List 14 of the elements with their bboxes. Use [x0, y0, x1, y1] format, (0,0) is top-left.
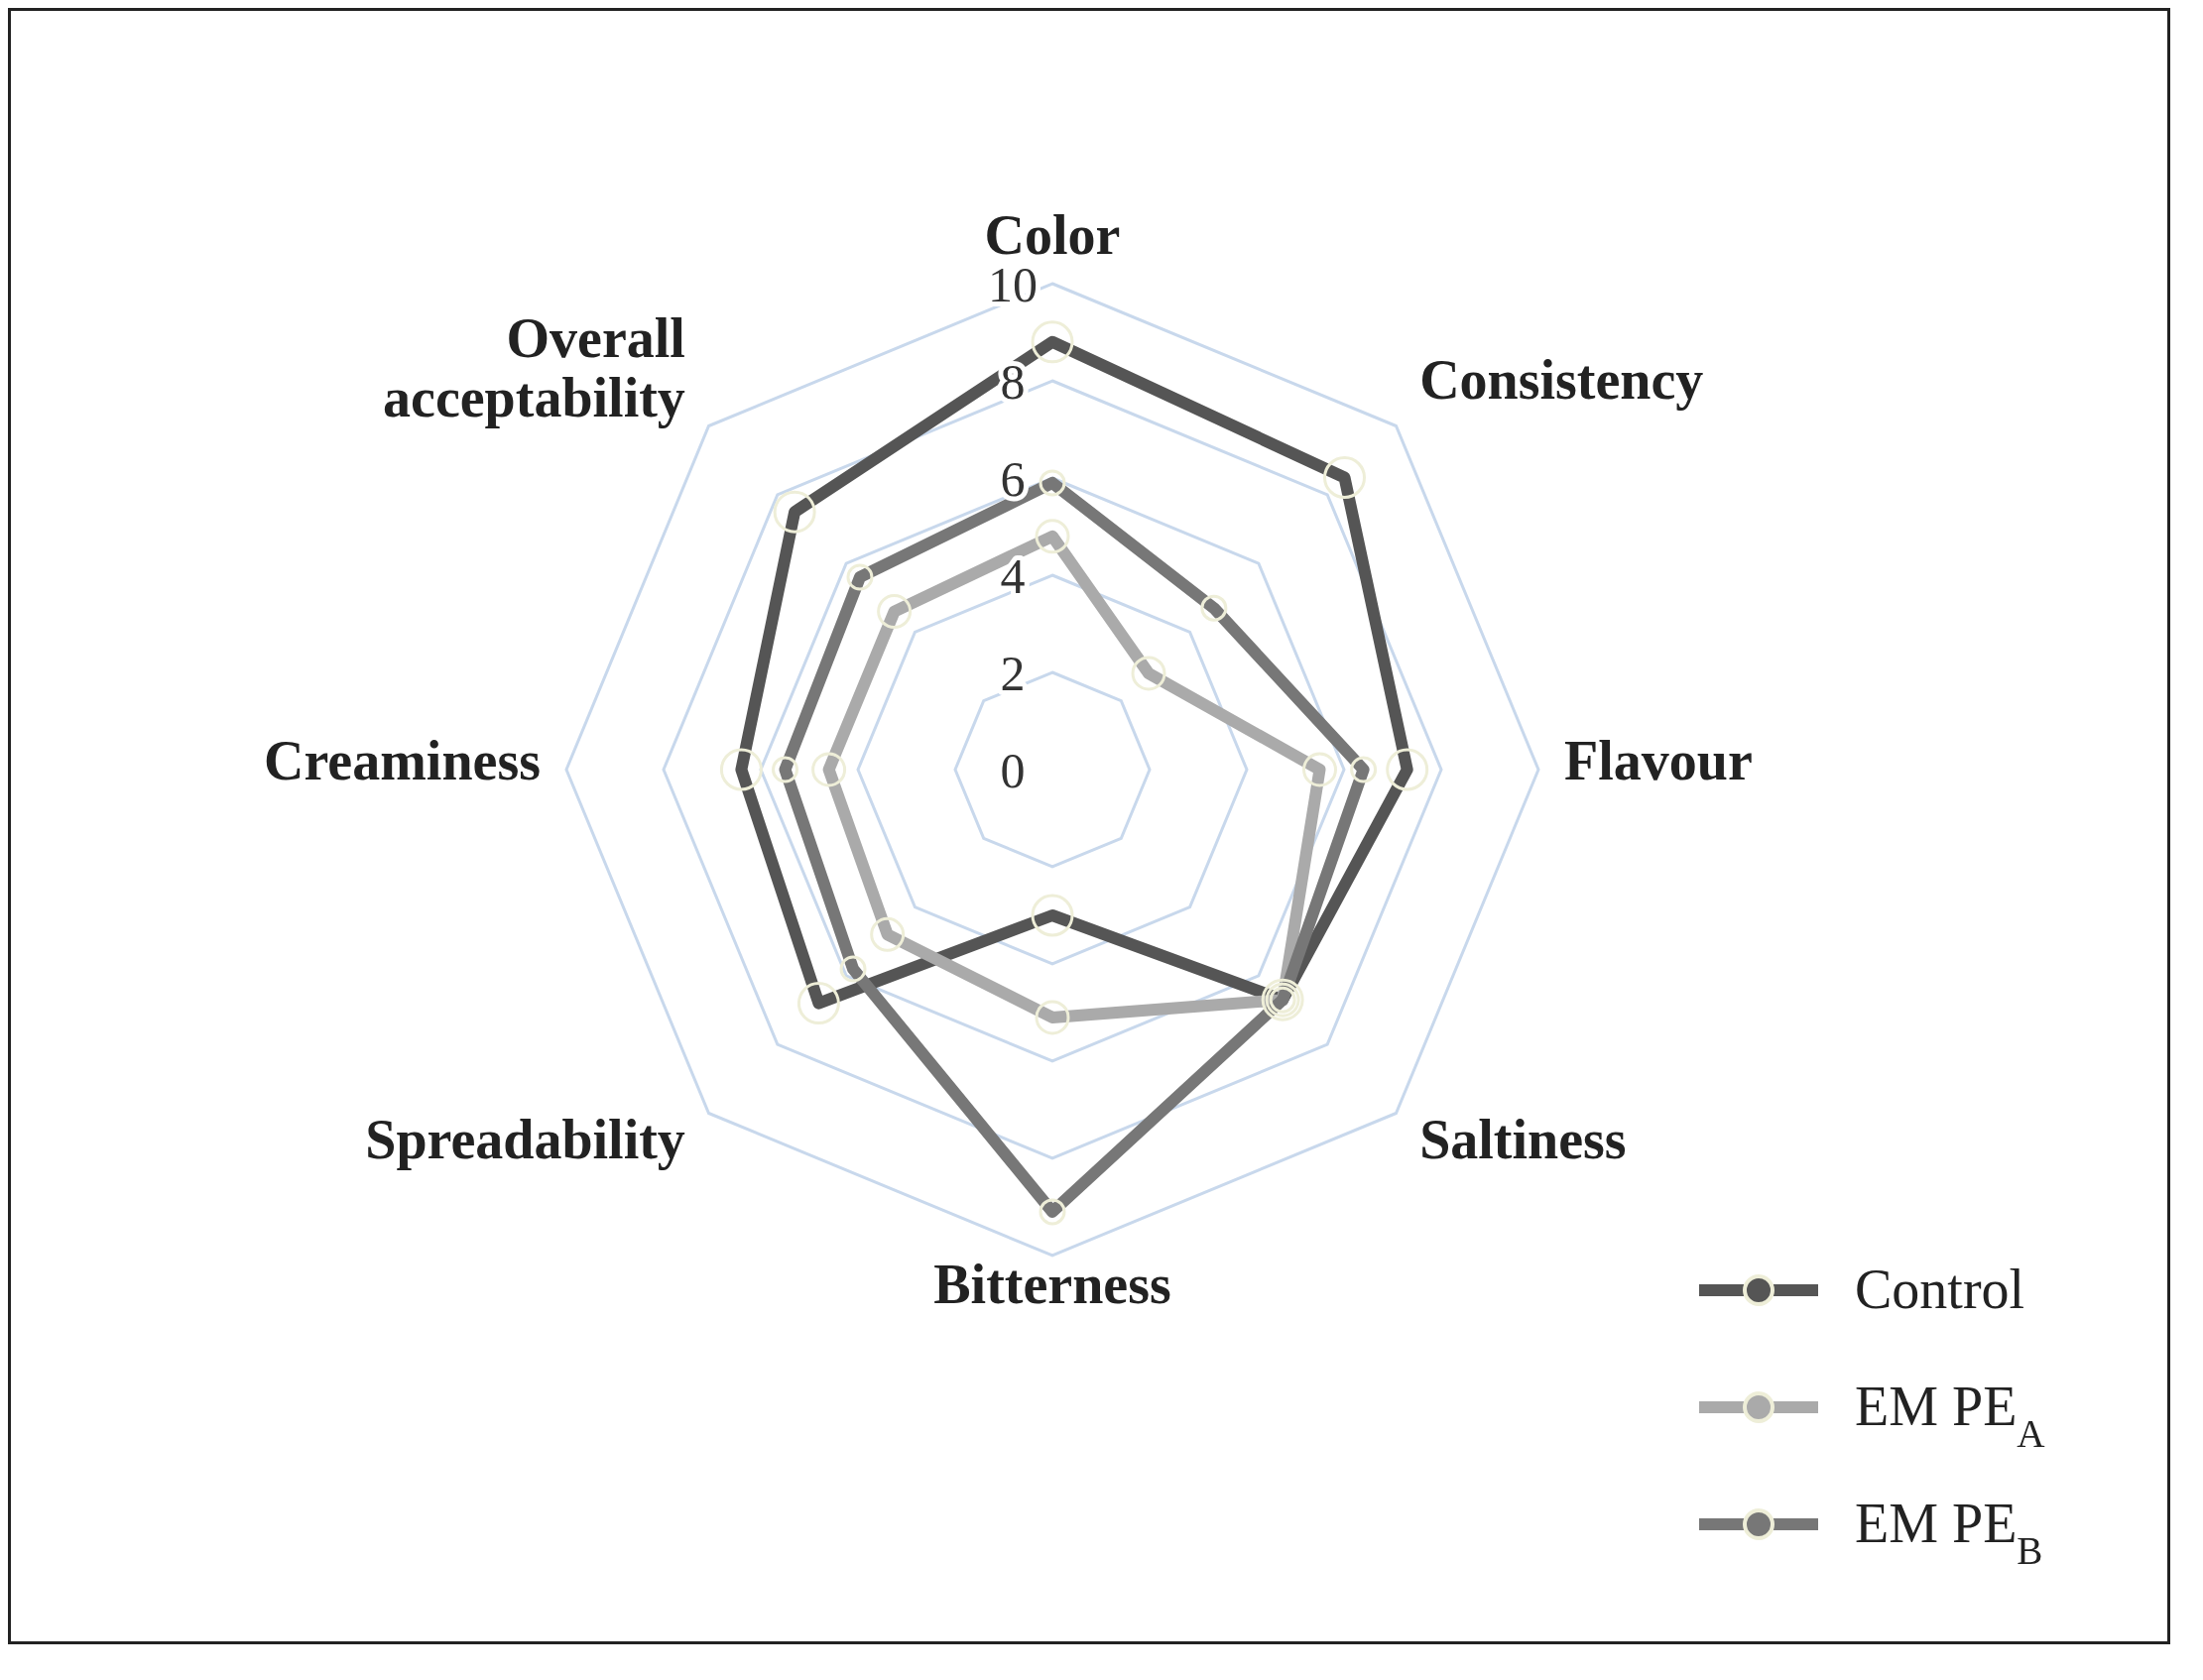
legend-label: EM PE$_{B}$ — [1855, 1493, 2043, 1572]
spoke-label: Creaminess — [264, 730, 541, 791]
spoke-label: Saltiness — [1419, 1109, 1627, 1171]
y-tick-label: 4 — [1000, 548, 1026, 604]
spoke-label: Flavour — [1564, 730, 1753, 791]
spoke-label: Consistency — [1419, 348, 1704, 411]
spoke-label: Overall acceptability — [383, 306, 685, 428]
legend-label: EM PE$_{A}$ — [1855, 1376, 2046, 1455]
y-tick-label: 6 — [1000, 451, 1026, 507]
spoke-label: Bitterness — [933, 1254, 1171, 1315]
y-tick-label: 0 — [1000, 743, 1026, 798]
spoke-label: Spreadability — [365, 1109, 685, 1171]
legend-label: Control — [1855, 1259, 2025, 1320]
y-tick-label: 2 — [1000, 646, 1026, 701]
